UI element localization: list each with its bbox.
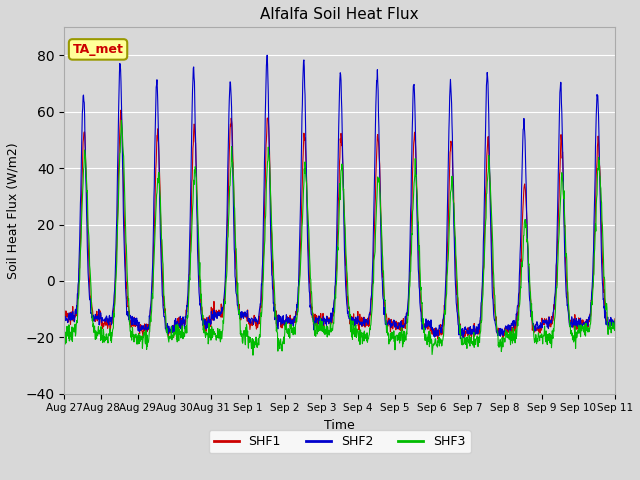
Y-axis label: Soil Heat Flux (W/m2): Soil Heat Flux (W/m2) — [7, 142, 20, 279]
Line: SHF2: SHF2 — [65, 55, 615, 338]
SHF1 — [611, 316, 619, 322]
SHF3 — [249, 352, 257, 358]
SHF2 — [426, 319, 433, 324]
SHF1 — [498, 329, 506, 335]
SHF2 — [183, 302, 191, 308]
SHF2 — [456, 336, 464, 341]
SHF1 — [547, 317, 554, 323]
SHF3 — [183, 313, 191, 319]
SHF1 — [183, 303, 191, 309]
SHF3 — [245, 334, 253, 339]
SHF3 — [118, 118, 125, 123]
SHF1 — [61, 315, 68, 321]
SHF1 — [426, 324, 433, 329]
SHF3 — [611, 317, 619, 323]
SHF2 — [611, 322, 619, 327]
SHF2 — [498, 326, 506, 332]
SHF2 — [170, 328, 177, 334]
SHF3 — [170, 329, 178, 335]
Legend: SHF1, SHF2, SHF3: SHF1, SHF2, SHF3 — [209, 430, 471, 453]
Text: TA_met: TA_met — [72, 43, 124, 56]
Line: SHF1: SHF1 — [65, 110, 615, 339]
SHF1 — [170, 335, 178, 340]
SHF3 — [498, 345, 506, 351]
SHF1 — [117, 107, 125, 113]
SHF3 — [547, 341, 554, 347]
X-axis label: Time: Time — [324, 419, 355, 432]
SHF2 — [263, 52, 271, 58]
Title: Alfalfa Soil Heat Flux: Alfalfa Soil Heat Flux — [260, 7, 419, 22]
SHF3 — [61, 338, 68, 344]
SHF2 — [244, 318, 252, 324]
SHF1 — [245, 321, 253, 327]
SHF2 — [61, 314, 68, 320]
SHF3 — [426, 329, 434, 335]
SHF2 — [547, 319, 554, 324]
Line: SHF3: SHF3 — [65, 120, 615, 355]
SHF1 — [434, 336, 442, 342]
